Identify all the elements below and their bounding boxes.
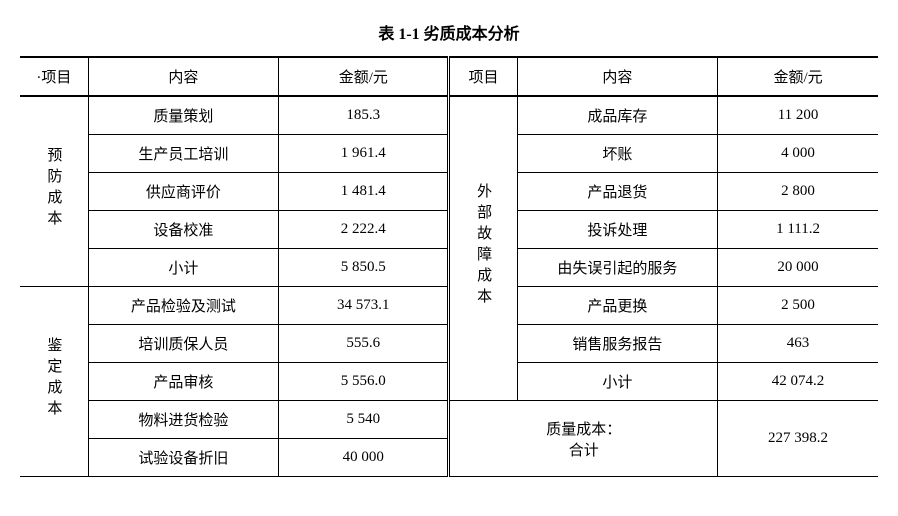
header-amount: 金额/元	[279, 57, 449, 96]
cell-amount: 463	[718, 325, 878, 363]
cell-content: 物料进货检验	[88, 401, 278, 439]
header-amount2: 金额/元	[718, 57, 878, 96]
cell-content: 投诉处理	[517, 211, 717, 249]
cell-amount: 185.3	[279, 96, 449, 135]
cell-amount: 5 850.5	[279, 249, 449, 287]
total-label: 质量成本： 合计	[449, 401, 718, 477]
category-prevention: 预防成本	[20, 96, 88, 287]
cell-amount: 1 961.4	[279, 135, 449, 173]
cell-amount: 20 000	[718, 249, 878, 287]
cell-content: 产品检验及测试	[88, 287, 278, 325]
cell-content: 由失误引起的服务	[517, 249, 717, 287]
header-content2: 内容	[517, 57, 717, 96]
cell-content: 坏账	[517, 135, 717, 173]
cell-content: 质量策划	[88, 96, 278, 135]
cell-content: 小计	[88, 249, 278, 287]
cell-content: 小计	[517, 363, 717, 401]
cell-content: 试验设备折旧	[88, 439, 278, 477]
cell-content: 产品审核	[88, 363, 278, 401]
cell-content: 设备校准	[88, 211, 278, 249]
table-header-row: ·项目 内容 金额/元 项目 内容 金额/元	[20, 57, 878, 96]
cell-amount: 42 074.2	[718, 363, 878, 401]
cell-amount: 40 000	[279, 439, 449, 477]
category-external-failure: 外部故障成本	[449, 96, 517, 401]
cell-content: 生产员工培训	[88, 135, 278, 173]
cell-content: 产品退货	[517, 173, 717, 211]
cell-amount: 4 000	[718, 135, 878, 173]
cell-content: 供应商评价	[88, 173, 278, 211]
cell-content: 成品库存	[517, 96, 717, 135]
cell-amount: 2 222.4	[279, 211, 449, 249]
cell-amount: 555.6	[279, 325, 449, 363]
category-appraisal: 鉴定成本	[20, 287, 88, 477]
cell-amount: 1 111.2	[718, 211, 878, 249]
cell-amount: 2 800	[718, 173, 878, 211]
cost-analysis-table: ·项目 内容 金额/元 项目 内容 金额/元 预防成本 质量策划 185.3 外…	[20, 56, 878, 477]
table-row: 物料进货检验 5 540 质量成本： 合计 227 398.2	[20, 401, 878, 439]
cell-amount: 11 200	[718, 96, 878, 135]
cell-amount: 34 573.1	[279, 287, 449, 325]
cell-amount: 5 556.0	[279, 363, 449, 401]
cell-content: 产品更换	[517, 287, 717, 325]
total-amount: 227 398.2	[718, 401, 878, 477]
table-title: 表 1-1 劣质成本分析	[20, 20, 878, 44]
table-row: 预防成本 质量策划 185.3 外部故障成本 成品库存 11 200	[20, 96, 878, 135]
cell-amount: 2 500	[718, 287, 878, 325]
cell-amount: 1 481.4	[279, 173, 449, 211]
cell-content: 培训质保人员	[88, 325, 278, 363]
cell-content: 销售服务报告	[517, 325, 717, 363]
header-content: 内容	[88, 57, 278, 96]
cell-amount: 5 540	[279, 401, 449, 439]
header-proj2: 项目	[449, 57, 517, 96]
header-proj: ·项目	[20, 57, 88, 96]
